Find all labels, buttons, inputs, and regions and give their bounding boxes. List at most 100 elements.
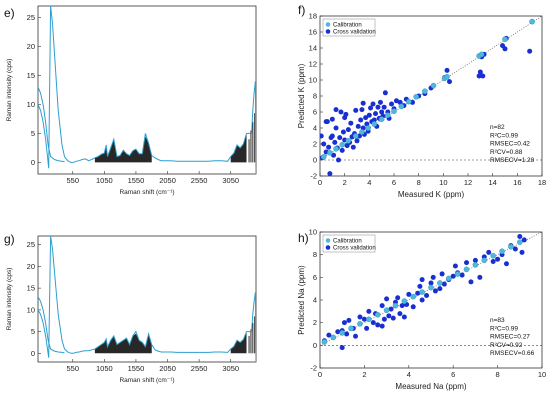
cv-point (381, 104, 387, 110)
y-tick-label: 10 (27, 100, 35, 109)
calibration-point (366, 316, 372, 323)
cv-point (341, 320, 347, 326)
y-axis-label: Predicted K (ppm) (297, 63, 306, 128)
chart-panel-g: g) 550 1050 1550 2050 2550 3050 0 5 10 15 20 25 Raman… (4, 232, 257, 384)
calibration-point (359, 129, 365, 135)
calibration-point (365, 125, 371, 131)
cv-point (450, 273, 456, 279)
y-tick-label: 25 (27, 13, 35, 22)
stats-line: R²C=0.99 (490, 132, 518, 139)
cv-point (366, 308, 372, 314)
y-tick-label: 2 (313, 318, 317, 327)
y-tick-label: 16 (309, 28, 317, 37)
legend-box (322, 18, 376, 37)
calibration-point (437, 280, 443, 286)
cv-point (333, 107, 339, 113)
y-tick-label: 12 (309, 60, 317, 69)
plot-frame (37, 235, 257, 363)
x-tick-label: 1550 (128, 364, 145, 373)
one-to-one-line (320, 232, 542, 346)
y-tick-label: -2 (310, 364, 317, 373)
calibration-point (419, 289, 425, 295)
cv-point (437, 286, 443, 292)
cv-point (397, 311, 403, 317)
cv-point (355, 123, 361, 129)
cv-point (477, 274, 483, 280)
cv-point (527, 48, 533, 54)
cv-point (379, 303, 385, 309)
plot-area (320, 232, 542, 351)
cv-point (502, 46, 508, 52)
x-tick-label: 550 (66, 176, 79, 185)
plot-frame (37, 5, 257, 175)
calibration-point (352, 133, 359, 139)
cv-point (377, 99, 383, 105)
calibration-point (339, 330, 346, 336)
cv-point (439, 271, 445, 277)
x-tick-label: 2 (343, 178, 347, 187)
cv-point (468, 279, 474, 285)
panel-letter: h) (298, 231, 309, 245)
calibration-point (405, 98, 412, 105)
spectrum-line (38, 6, 256, 174)
cv-point (342, 115, 348, 121)
calibration-point (320, 153, 327, 160)
calibration-point (502, 36, 508, 43)
x-tick-label: 6 (392, 178, 396, 187)
y-tick-label: 5 (31, 327, 35, 336)
calibration-point (339, 141, 346, 148)
legend-marker (325, 29, 331, 34)
cv-point (395, 295, 401, 301)
y-tick-label: 0 (313, 156, 317, 165)
cv-point (371, 117, 377, 123)
cv-point (430, 274, 436, 280)
chart-panel-e: e) 550 1050 1550 2050 2550 3050 0 5 10 15 20 25 Raman… (4, 5, 257, 196)
legend-label: Cross validation (333, 246, 376, 252)
y-axis-label: Predicted Na (ppm) (297, 265, 306, 335)
cv-point (512, 246, 518, 252)
cv-point (384, 296, 390, 302)
cv-point (375, 322, 381, 328)
cv-point (350, 144, 356, 150)
legend-label: Calibration (333, 23, 362, 29)
calibration-point (463, 266, 470, 273)
calibration-point (517, 239, 523, 245)
calibration-point (378, 116, 385, 122)
cv-point (324, 119, 330, 125)
cv-point (379, 323, 385, 329)
calibration-point (444, 74, 450, 80)
y-axis-label: Raman intensity (cps) (6, 268, 13, 331)
y-tick-label: 10 (309, 76, 317, 85)
calibration-point (422, 88, 428, 94)
cv-point (417, 283, 423, 289)
cv-point (390, 315, 396, 321)
panel-letter: e) (4, 6, 15, 20)
panel-letter: g) (4, 232, 15, 246)
calibration-point (401, 298, 408, 304)
x-tick-label: 0 (318, 370, 322, 379)
plot-area (38, 236, 256, 362)
cv-point (464, 260, 470, 266)
x-tick-label: 10 (439, 178, 447, 187)
y-tick-label: 6 (313, 108, 317, 117)
y-tick-label: 25 (27, 240, 35, 249)
calibration-point (374, 311, 381, 318)
x-tick-label: 3050 (222, 176, 239, 185)
legend-box (322, 234, 376, 253)
x-tick-label: 550 (66, 364, 79, 373)
y-tick-label: 15 (27, 284, 35, 293)
y-tick-label: 5 (31, 129, 35, 138)
cv-point (363, 115, 369, 121)
calibration-point (357, 320, 363, 327)
cv-point (521, 237, 527, 243)
cv-point (332, 139, 338, 145)
calibration-point (333, 145, 339, 152)
x-tick-label: 16 (513, 178, 521, 187)
x-axis-label: Raman shift (cm⁻¹) (119, 189, 174, 196)
y-tick-label: 10 (309, 228, 317, 237)
cv-point (327, 171, 333, 176)
cv-point (358, 117, 364, 123)
calibration-point (385, 112, 391, 118)
x-tick-label: 2050 (159, 176, 176, 185)
